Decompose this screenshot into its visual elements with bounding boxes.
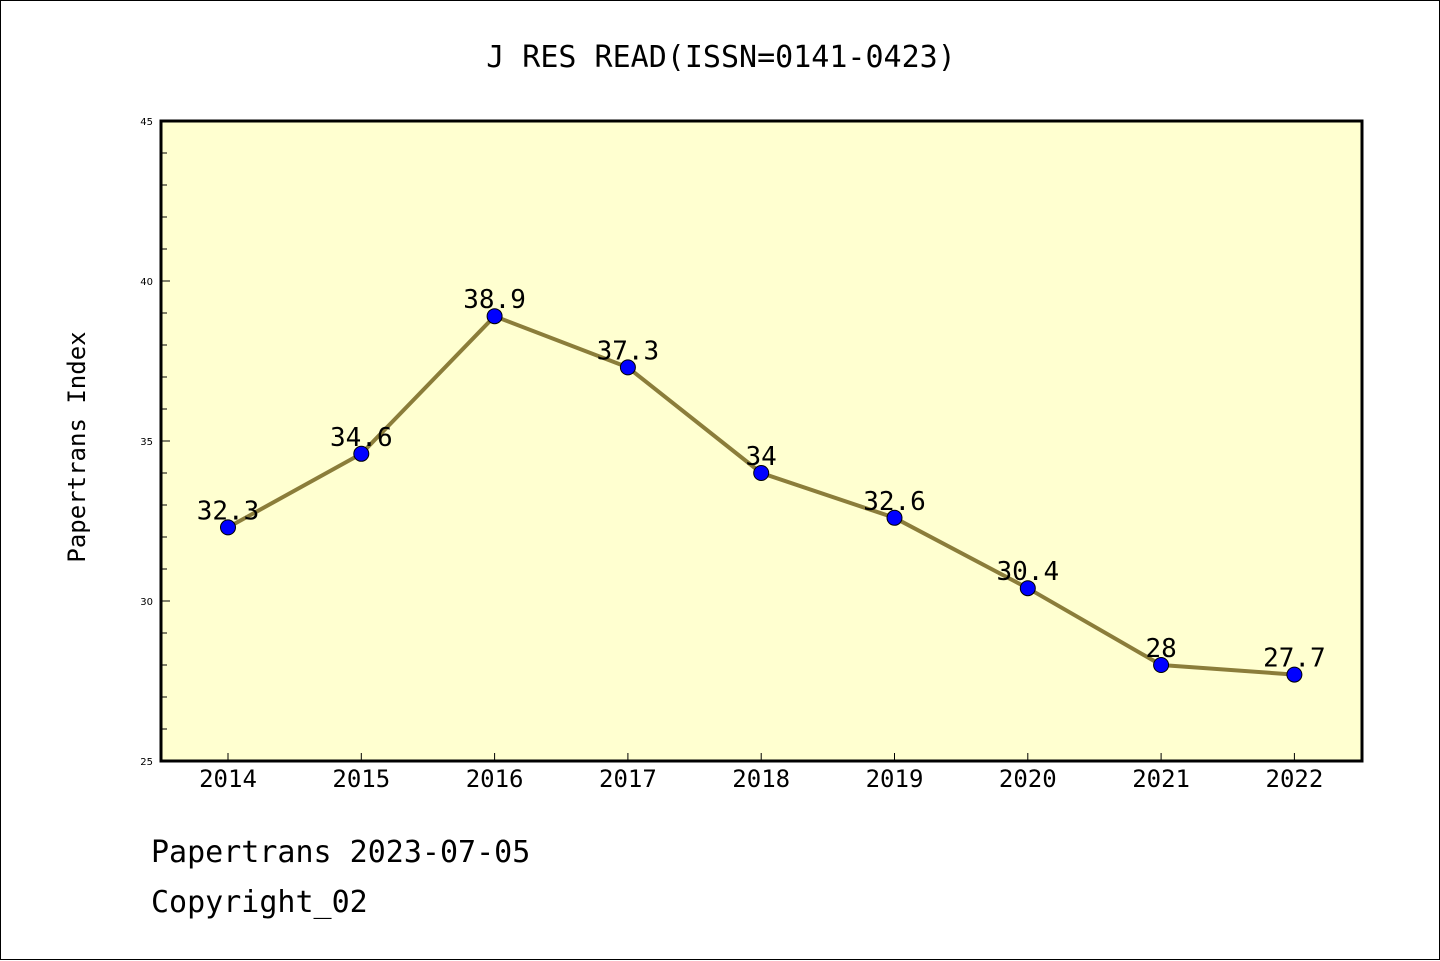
data-point — [220, 519, 236, 536]
y-tick-label: 40 — [140, 277, 153, 288]
data-point — [619, 359, 636, 376]
x-tick-label: 2016 — [466, 765, 524, 793]
y-axis-label: Papertrans Index — [63, 331, 91, 562]
x-axis: 2014 2015 2016 2017 2018 2019 2020 2021 2022 — [199, 753, 1323, 793]
x-tick-label: 2014 — [199, 765, 257, 793]
data-label: 38.9 — [463, 285, 526, 315]
footer-date: Papertrans 2023-07-05 — [151, 835, 531, 870]
data-label: 32.3 — [197, 496, 260, 526]
data-point — [1153, 657, 1170, 673]
y-tick-label: 35 — [140, 437, 153, 448]
data-point — [1019, 580, 1036, 597]
data-label: 34.6 — [330, 423, 393, 453]
series-layer: 32.3 34.6 38.9 37.3 34 32.6 30.4 28 27.7 — [197, 285, 1326, 683]
y-tick-label: 30 — [140, 597, 153, 608]
data-point — [1286, 666, 1303, 683]
chart-title: J RES READ(ISSN=0141-0423) — [486, 40, 956, 75]
y-tick-label: 25 — [140, 757, 153, 768]
data-label: 37.3 — [597, 336, 660, 366]
data-label: 27.7 — [1263, 644, 1326, 674]
y-tick-label: 45 — [140, 117, 153, 128]
data-point — [886, 509, 903, 526]
x-tick-label: 2015 — [332, 765, 390, 793]
footer-copyright: Copyright_02 — [151, 885, 368, 920]
x-tick-label: 2022 — [1266, 765, 1324, 793]
x-tick-label: 2019 — [866, 765, 924, 793]
x-tick-label: 2020 — [999, 765, 1057, 793]
data-point — [753, 465, 770, 481]
data-label: 30.4 — [996, 557, 1059, 587]
x-tick-label: 2018 — [732, 765, 790, 793]
y-axis: 25 30 35 40 45 — [140, 117, 170, 768]
data-label: 28 — [1145, 634, 1176, 664]
data-label: 32.6 — [863, 487, 926, 517]
data-point — [486, 308, 503, 325]
data-point — [353, 445, 370, 462]
x-tick-label: 2017 — [599, 765, 657, 793]
plot-area — [159, 119, 1364, 763]
x-tick-label: 2021 — [1132, 765, 1190, 793]
data-label: 34 — [746, 442, 777, 472]
